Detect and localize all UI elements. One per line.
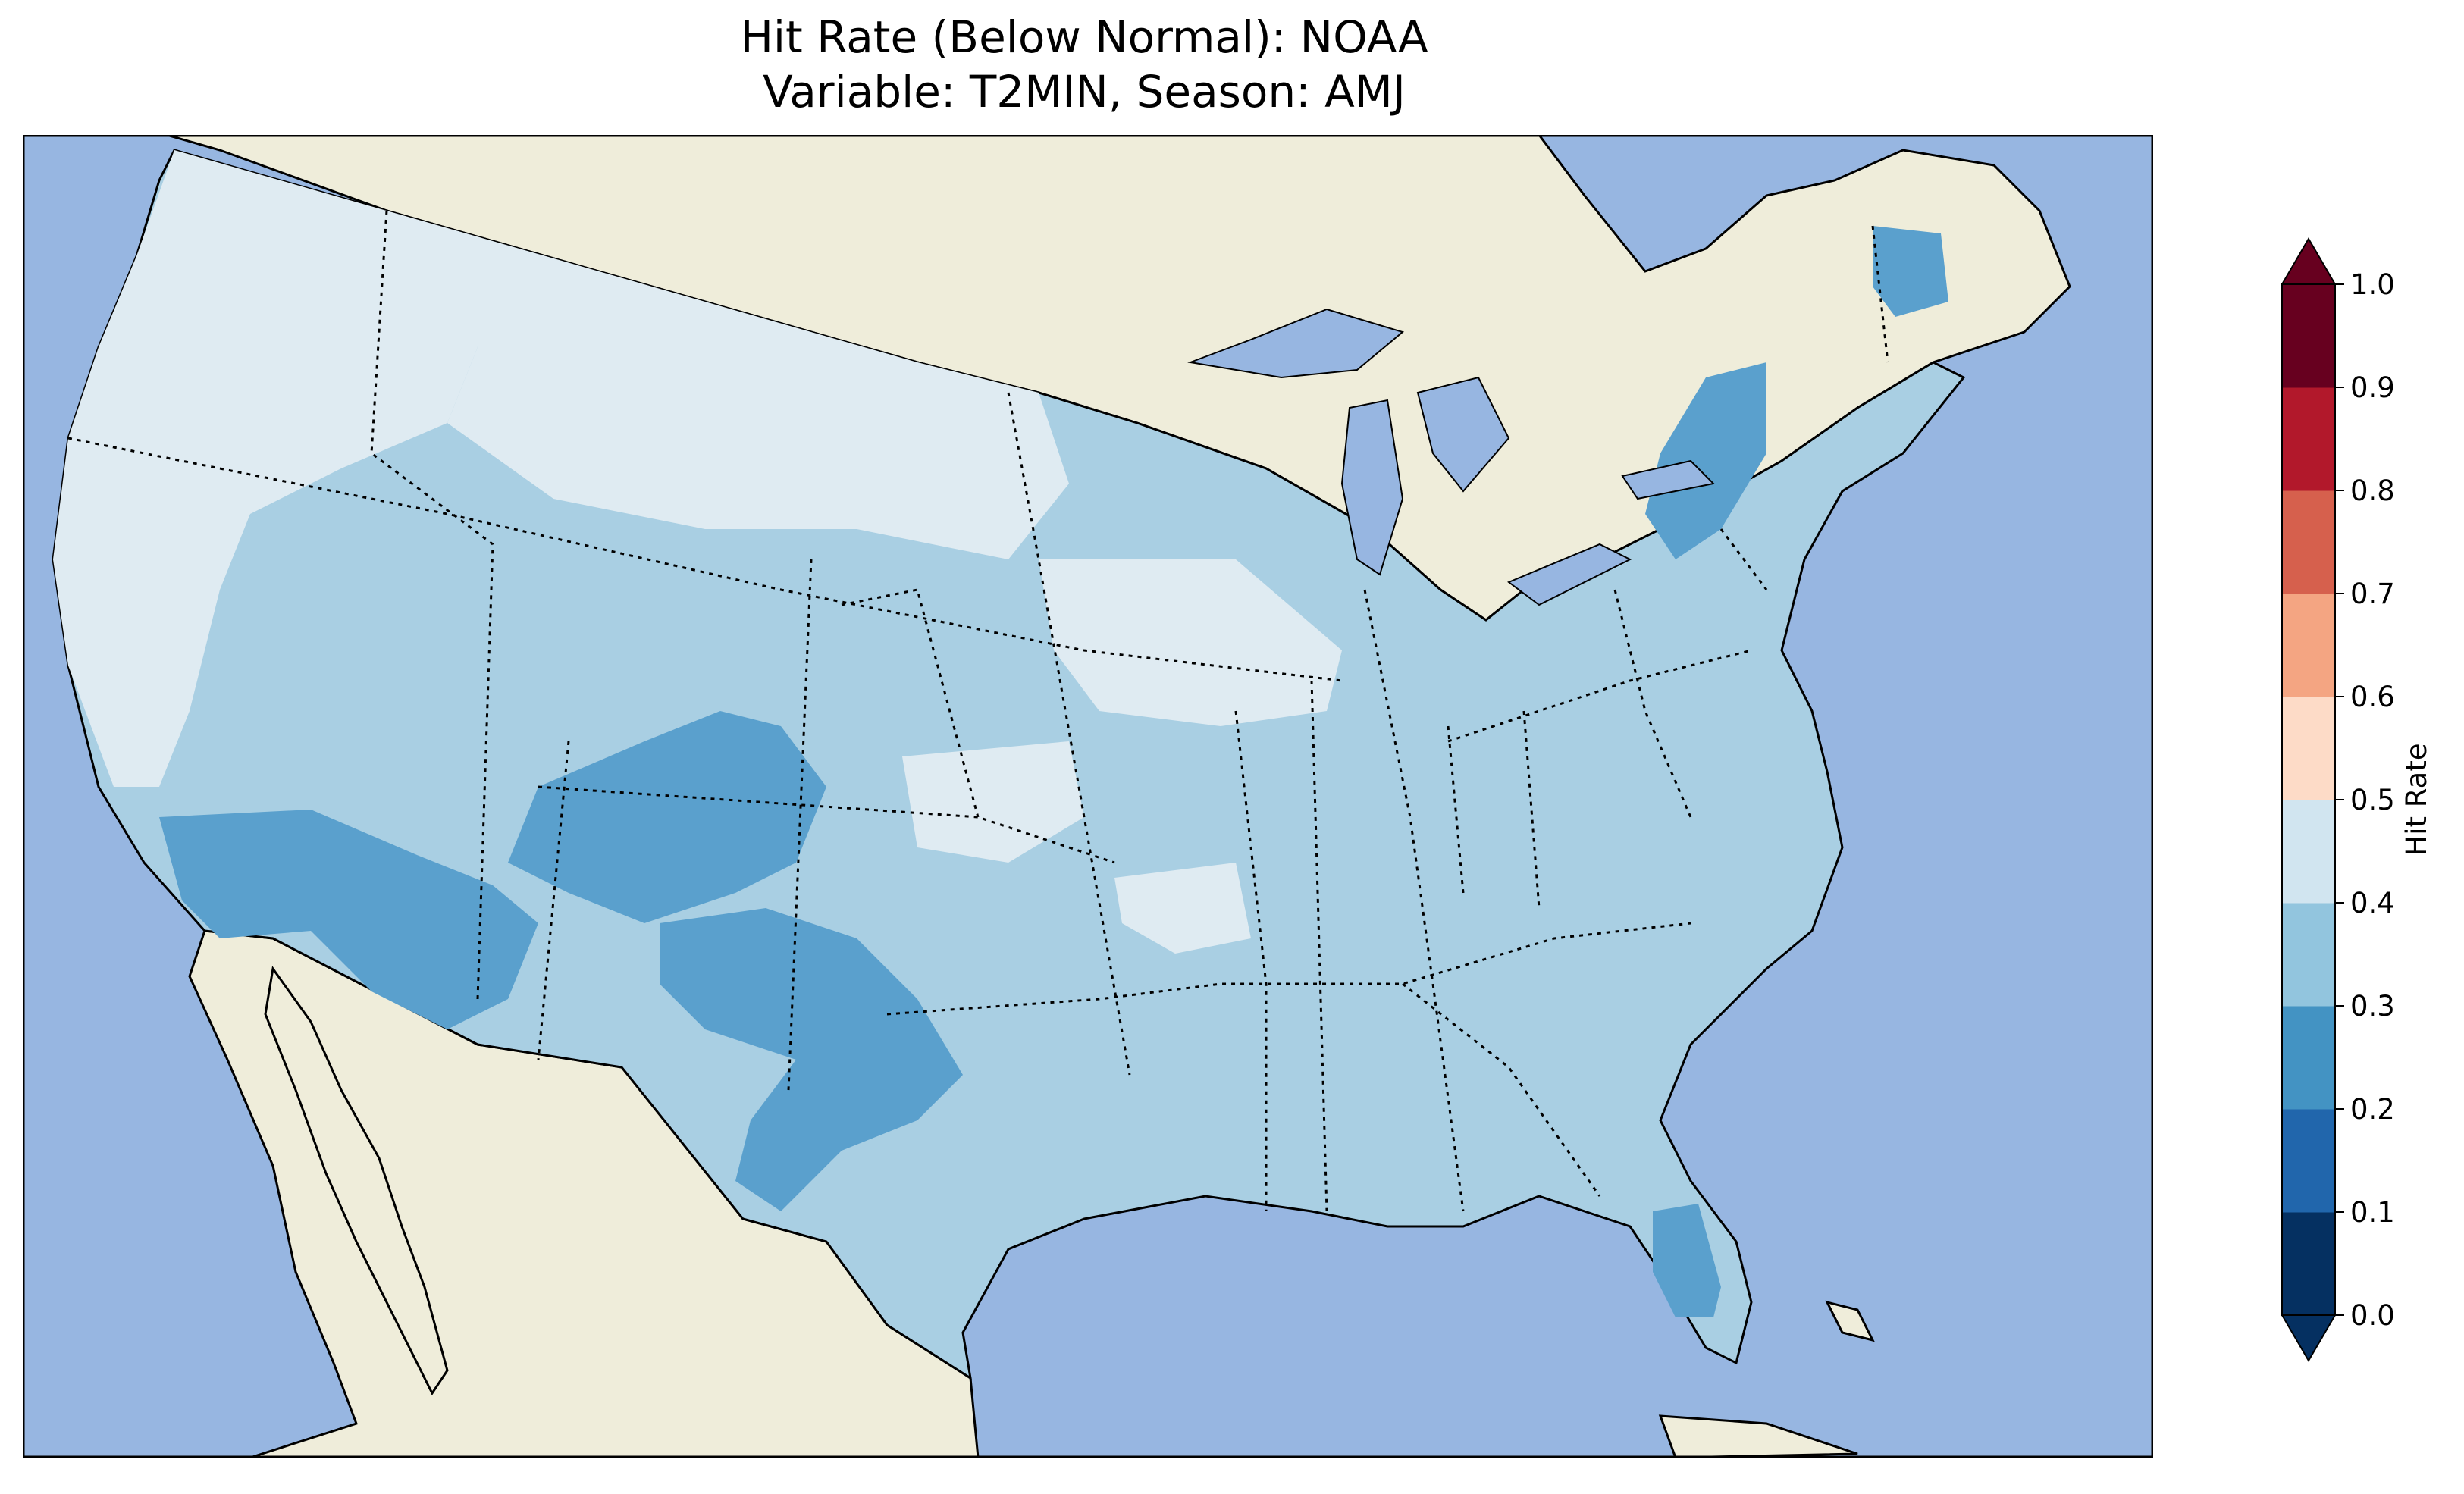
- colorbar-extend-max: [2281, 237, 2337, 285]
- colorbar-label: Hit Rate: [2400, 743, 2433, 856]
- colorbar-swatch-class-6-7: [2282, 594, 2335, 697]
- colorbar-swatch-class-2-3: [2282, 1006, 2335, 1110]
- region-kansas: [902, 741, 1084, 863]
- colorbar-tick-label: 0.0: [2350, 1299, 2395, 1332]
- colorbar-extend-min: [2281, 1314, 2337, 1362]
- colorbar-tick-label: 0.5: [2350, 784, 2395, 816]
- colorbar-swatch-class-1-2: [2282, 1109, 2335, 1213]
- colorbar: 0.0 0.1 0.2 0.3 0.4 0.5 0.6 0.7 0.8 0.9 1.0 Hit Ra…: [2281, 237, 2433, 1362]
- colorbar-swatch-class-3-4: [2282, 903, 2335, 1007]
- lake-erie: [1507, 543, 1632, 606]
- caribbean-island: [1658, 1414, 1858, 1458]
- region-west-coast: [53, 150, 478, 787]
- colorbar-ticks: 0.0 0.1 0.2 0.3 0.4 0.5 0.6 0.7 0.8 0.9 1.0: [2335, 268, 2395, 1332]
- lake-michigan: [1340, 399, 1404, 576]
- colorbar-swatch-class-8-9: [2282, 387, 2335, 491]
- colorbar-swatch-class-7-8: [2282, 490, 2335, 594]
- lake-huron: [1416, 376, 1510, 493]
- chart-title-line-2: Variable: T2MIN, Season: AMJ: [763, 66, 1406, 117]
- colorbar-tick-label: 0.9: [2350, 371, 2395, 404]
- baja-california: [264, 966, 449, 1395]
- colorbar-tick-label: 0.3: [2350, 990, 2395, 1023]
- region-south-florida: [1653, 1204, 1721, 1317]
- region-northern-rockies: [387, 211, 1069, 559]
- colorbar-tick-label: 0.4: [2350, 887, 2395, 919]
- region-iowa-illinois: [1039, 559, 1342, 726]
- colorbar-tick-label: 0.2: [2350, 1093, 2395, 1126]
- region-maine: [1873, 226, 1948, 317]
- region-new-york: [1645, 362, 1766, 559]
- map-frame: [23, 135, 2153, 1458]
- colorbar-tick-label: 0.1: [2350, 1196, 2395, 1229]
- state-borders: [67, 210, 1889, 1212]
- colorbar-swatches: [2281, 237, 2337, 1362]
- region-colorado-utah: [508, 711, 826, 923]
- colorbar-swatch-class-5-6: [2282, 697, 2335, 800]
- colorbar-swatch-class-9-10: [2282, 284, 2335, 388]
- region-southern-california-arizona: [159, 810, 538, 1029]
- colorbar-swatch-class-4-5: [2282, 800, 2335, 904]
- lake-superior: [1187, 308, 1405, 379]
- lake-ontario: [1621, 459, 1716, 500]
- colorbar-tick-label: 0.7: [2350, 578, 2395, 610]
- colorbar-swatch-class-0-1: [2282, 1212, 2335, 1316]
- colorbar-tick-label: 0.6: [2350, 681, 2395, 713]
- bahamas-island: [1825, 1300, 1875, 1342]
- map-panel: [23, 135, 2153, 1458]
- region-arkansas: [1114, 863, 1251, 954]
- colorbar-tick-label: 1.0: [2350, 268, 2395, 301]
- chart-title-line-1: Hit Rate (Below Normal): NOAA: [740, 11, 1428, 63]
- colorbar-tick-label: 0.8: [2350, 475, 2395, 507]
- region-new-mexico-west-texas: [660, 908, 963, 1211]
